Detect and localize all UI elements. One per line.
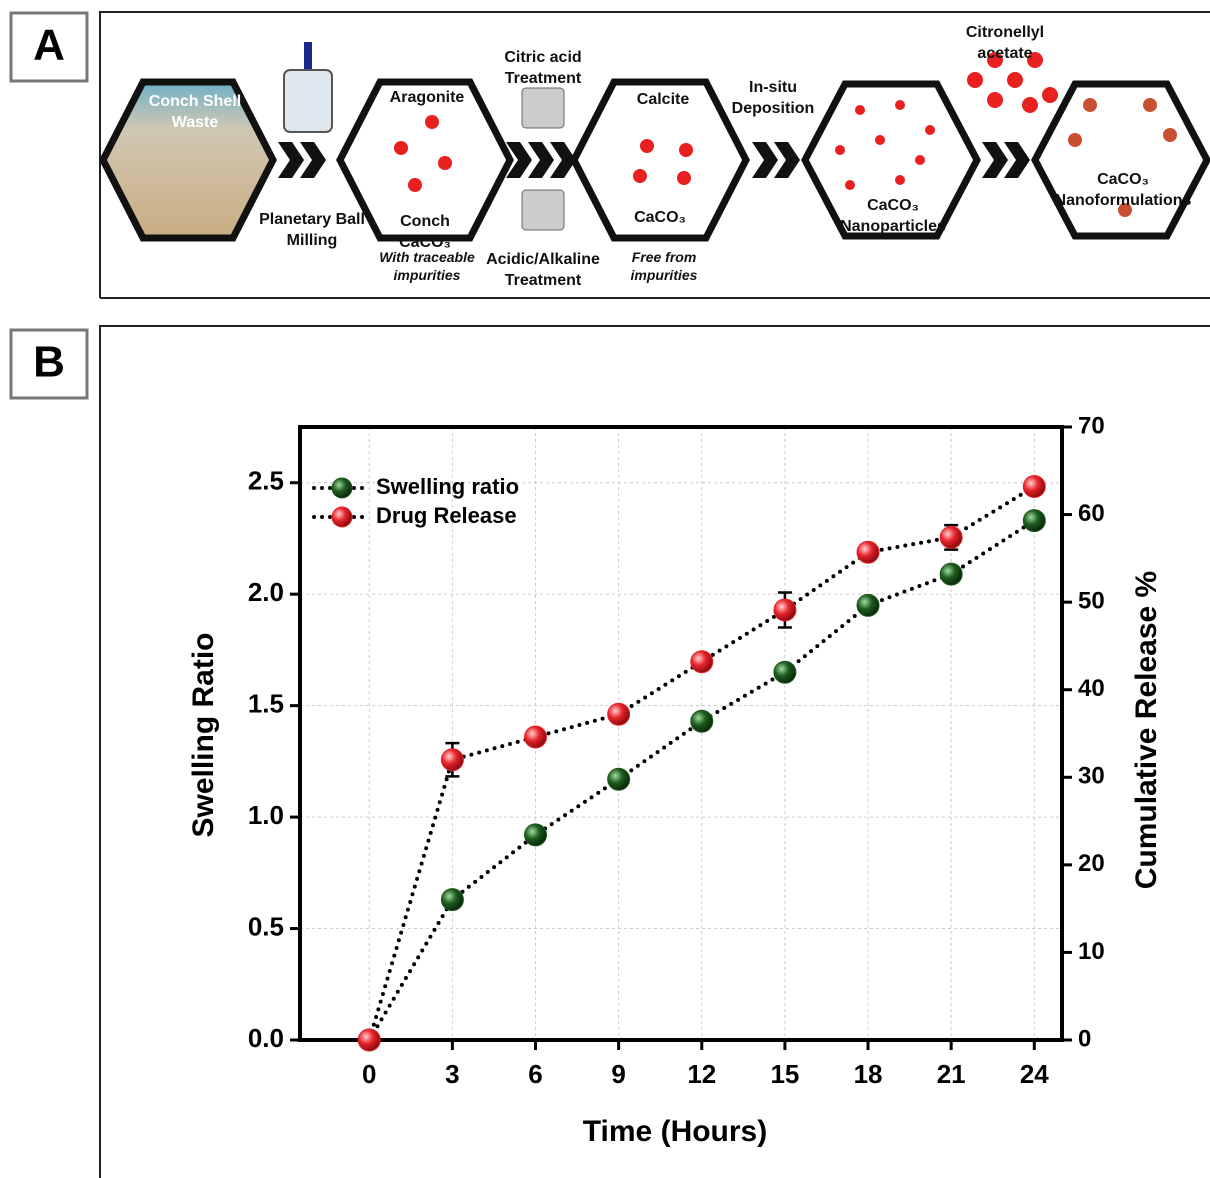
x-tick-label: 18 (854, 1059, 883, 1089)
step-label: CaCO₃ Nanoparticles (840, 197, 946, 235)
data-point (440, 748, 464, 772)
label-box (9, 328, 89, 400)
y2-tick-label: 40 (1078, 675, 1105, 702)
y2-tick-label: 70 (1078, 412, 1105, 439)
stirrer (521, 189, 565, 231)
data-point (773, 598, 797, 622)
step-label: Citric acid Treatment (504, 49, 582, 87)
data-point (524, 725, 548, 749)
y2-tick-label: 30 (1078, 763, 1105, 790)
y-tick-label: 1.5 (248, 689, 284, 719)
legend-label: Swelling ratio (376, 474, 519, 499)
x-tick-label: 24 (1020, 1059, 1049, 1089)
stirrer (521, 87, 565, 129)
data-point (939, 525, 963, 549)
step-label: Planetary Ball Milling (259, 211, 365, 249)
step-label: In-situ Deposition (732, 79, 815, 117)
data-point (1022, 509, 1046, 533)
hexagon (801, 80, 981, 240)
molecules (394, 52, 1177, 217)
data-point (607, 767, 631, 791)
step-label: Citronellyl acetate (966, 24, 1044, 62)
series-line (367, 484, 1037, 1042)
y-tick-label: 2.0 (248, 577, 284, 607)
hexagon (1031, 80, 1210, 240)
y2-tick-label: 0 (1078, 1025, 1091, 1052)
y-tick-label: 1.0 (248, 800, 284, 830)
data-point (690, 650, 714, 674)
x-tick-label: 0 (362, 1059, 376, 1089)
y2-tick-label: 20 (1078, 850, 1105, 877)
y-axis-label: Swelling Ratio (187, 632, 220, 837)
data-point (440, 888, 464, 912)
x-tick-label: 9 (611, 1059, 625, 1089)
y-tick-label: 0.0 (248, 1023, 284, 1053)
x-tick-label: 3 (445, 1059, 459, 1089)
hexagon (336, 78, 514, 242)
y2-tick-label: 50 (1078, 587, 1105, 614)
data-point (856, 593, 880, 617)
step-label: Conch CaCO₃ (399, 213, 451, 251)
x-tick-label: 21 (937, 1059, 966, 1089)
label-box (9, 11, 89, 83)
data-point (607, 702, 631, 726)
data-point (357, 1028, 381, 1052)
hexagon (99, 78, 277, 242)
step-label: Calcite (637, 91, 690, 108)
y-tick-label: 2.5 (248, 466, 284, 496)
step-label: Conch Shell Waste (149, 93, 241, 131)
data-point (524, 823, 548, 847)
y2-axis-label: Cumulative Release % (1130, 571, 1163, 889)
step-note: With traceable impurities (379, 249, 475, 283)
y2-tick-label: 60 (1078, 500, 1105, 527)
data-point (773, 660, 797, 684)
data-point (690, 709, 714, 733)
x-axis-label: Time (Hours) (583, 1115, 767, 1148)
x-tick-label: 6 (528, 1059, 542, 1089)
legend-marker (331, 506, 353, 528)
hexagon (570, 78, 750, 242)
plot-frame (298, 425, 1064, 1042)
panel-label: B (33, 338, 65, 387)
y2-tick-label: 10 (1078, 938, 1105, 965)
step-label: Acidic/Alkaline Treatment (486, 251, 600, 289)
mill (283, 69, 333, 133)
step-label: Aragonite (390, 89, 465, 106)
panel-frame (99, 11, 1210, 299)
chevrons (278, 142, 1030, 178)
x-tick-label: 15 (770, 1059, 799, 1089)
step-note: Free from impurities (631, 249, 698, 283)
panel-label: A (33, 21, 65, 70)
legend-label: Drug Release (376, 503, 517, 528)
series-line (367, 518, 1037, 1042)
chart: 0 3 6 9 12 15 18 21 24 0.0 0.5 1.0 1.5 2.0 2.5 0 10 20 30 4… (187, 412, 1163, 1148)
data-point (1022, 475, 1046, 499)
data-point (856, 540, 880, 564)
process-diagram (99, 42, 1210, 242)
y-tick-label: 0.5 (248, 911, 284, 941)
legend-marker (331, 477, 353, 499)
data-point (939, 562, 963, 586)
step-label: CaCO₃ Nanoformulations (1055, 171, 1192, 209)
panel-frame (99, 325, 1210, 1178)
step-label: CaCO₃ (634, 209, 686, 226)
x-tick-label: 12 (687, 1059, 716, 1089)
